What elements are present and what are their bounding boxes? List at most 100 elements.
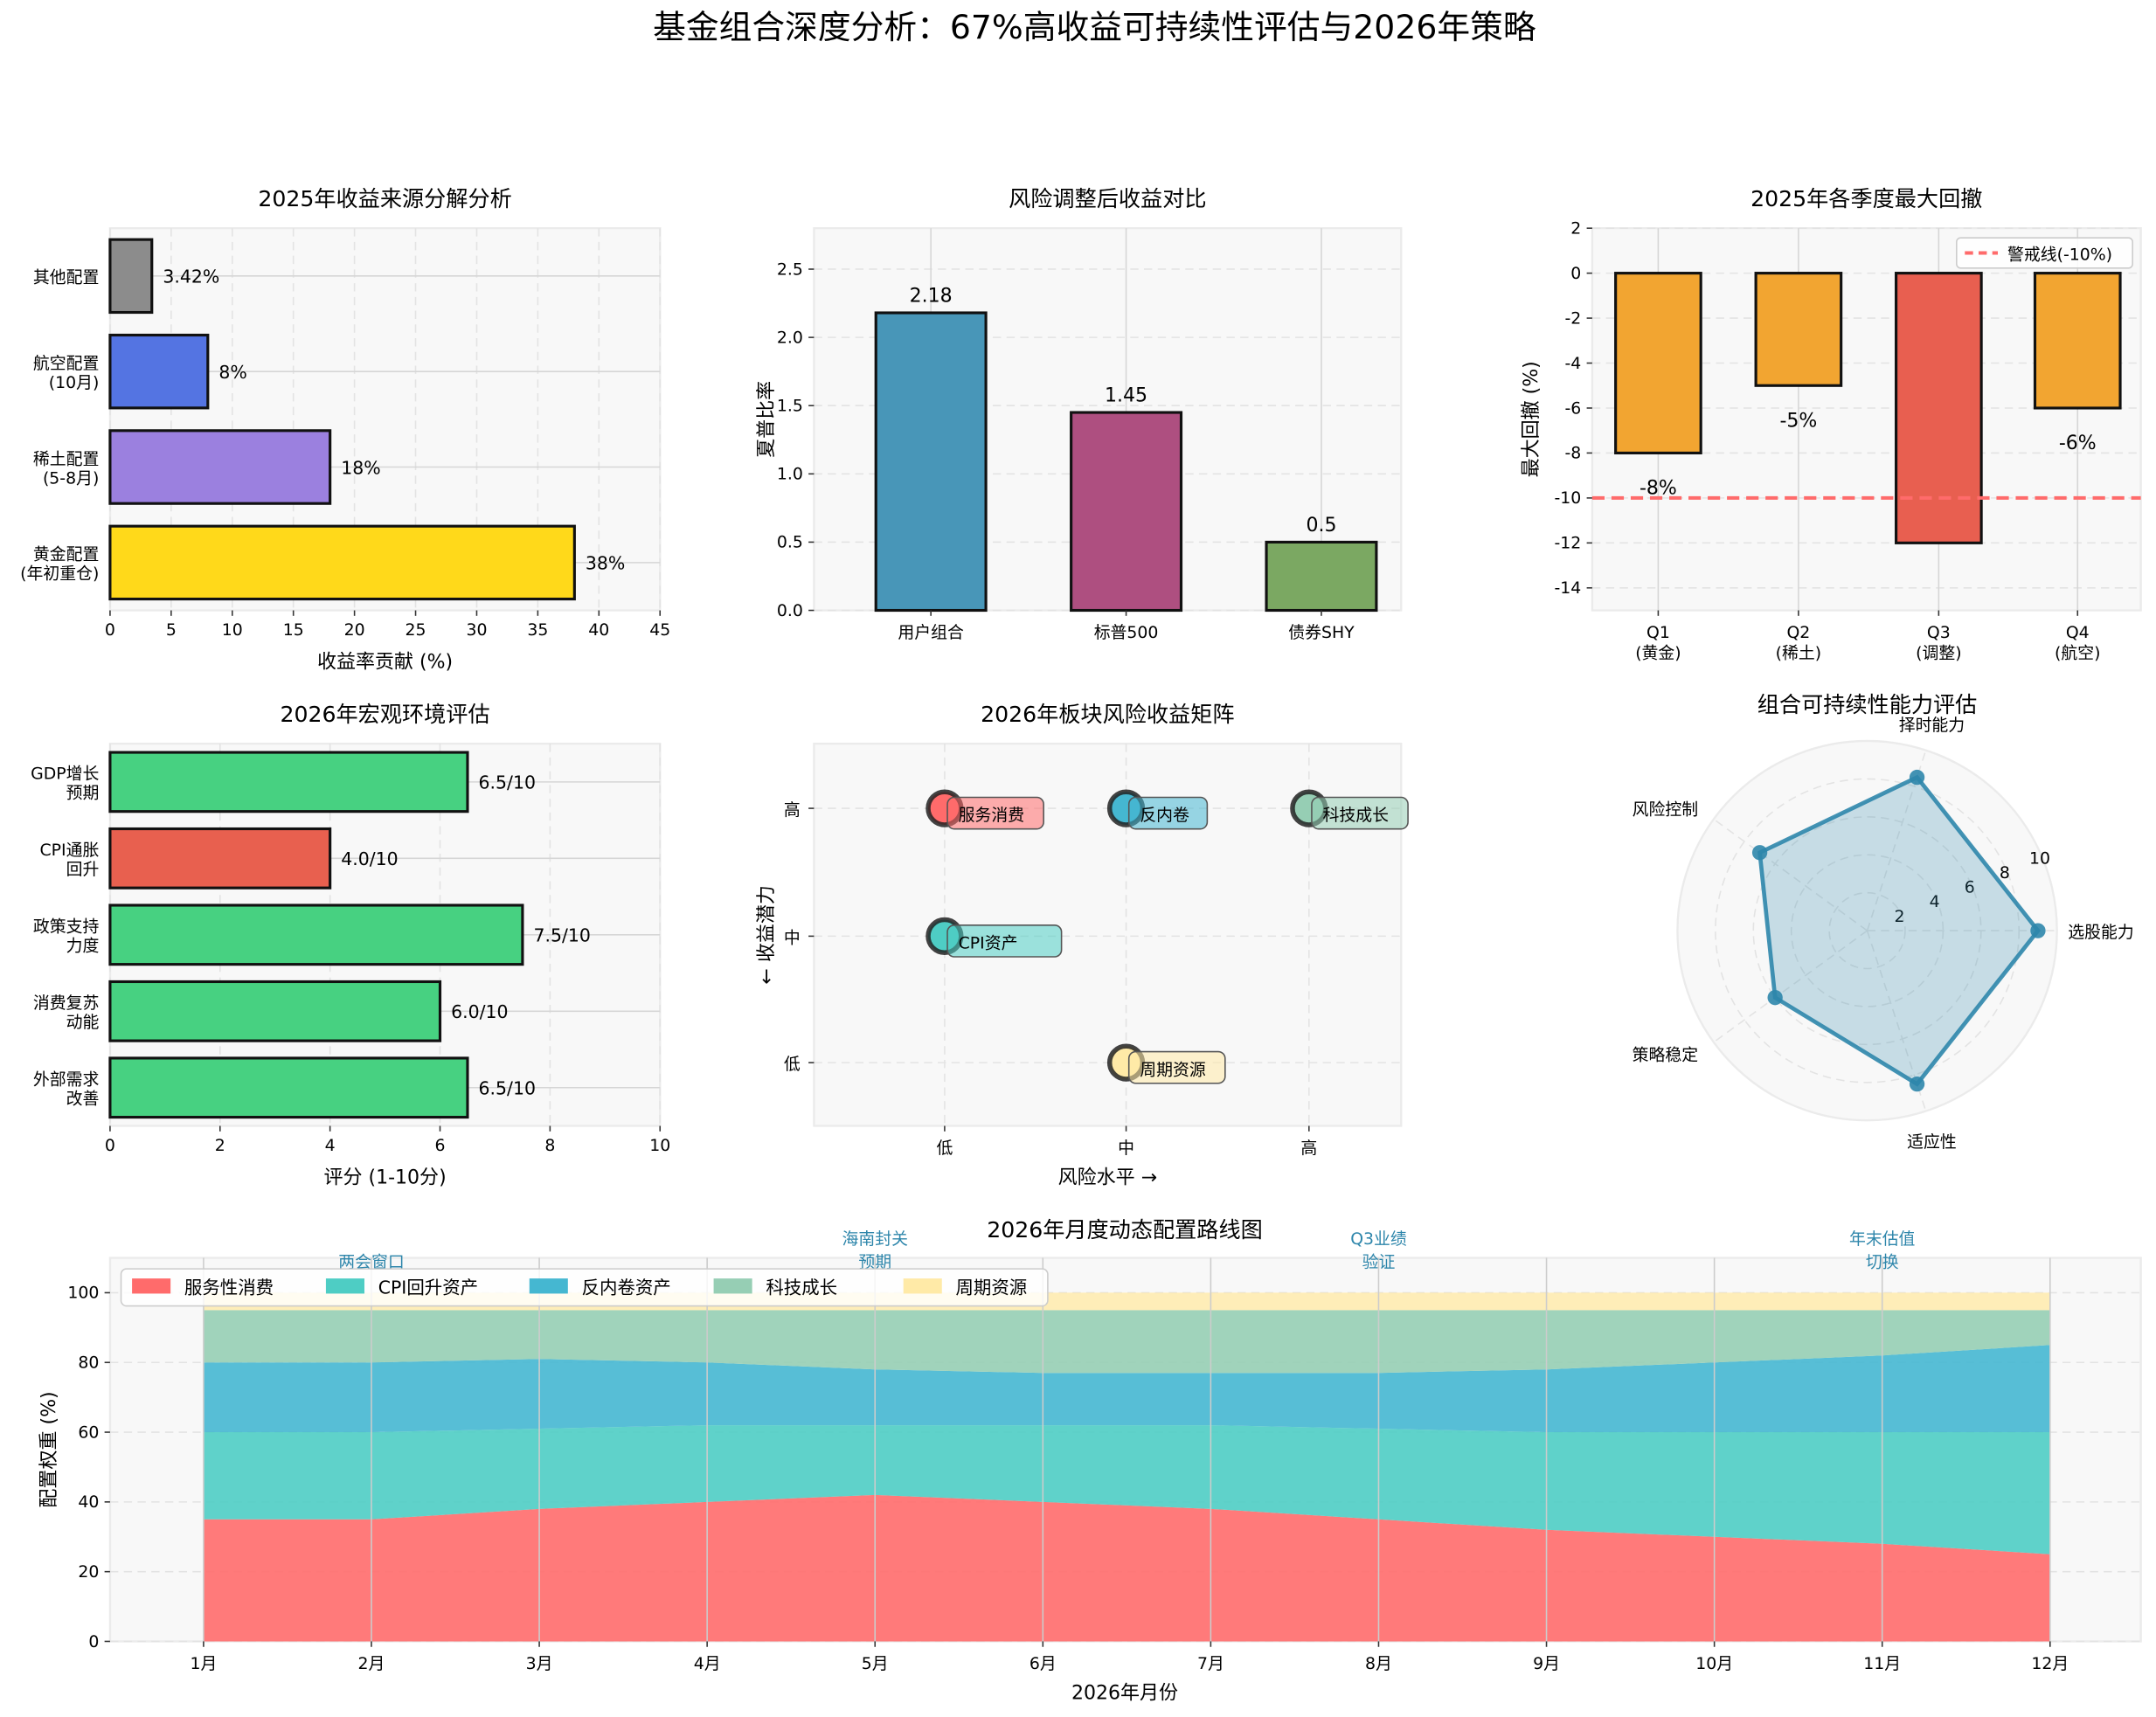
legend-label: 服务性消费 xyxy=(184,1277,274,1298)
bar xyxy=(108,751,469,813)
x-tick-label-line: Q4 xyxy=(2066,623,2090,642)
y-tick-label-line: 黄金配置 xyxy=(33,545,99,564)
annotation: 年末估值切换 xyxy=(1849,1229,1916,1272)
radar-point xyxy=(1909,1076,1925,1092)
x-tick-label: 4月 xyxy=(694,1654,721,1673)
legend-label: 警戒线(-10%) xyxy=(2007,245,2112,264)
x-tick-label-line: Q1 xyxy=(1646,623,1670,642)
bar-value-label: 6.0/10 xyxy=(451,1001,508,1022)
axis-label: 选股能力 xyxy=(2068,923,2133,942)
bar xyxy=(108,238,154,315)
area-series xyxy=(203,1425,2050,1554)
x-axis-label: 收益率贡献 (%) xyxy=(317,652,453,674)
chart-title: 2025年收益来源分解分析 xyxy=(258,186,511,211)
y-tick-label: GDP增长预期 xyxy=(31,765,99,803)
x-tick-label: 8月 xyxy=(1365,1654,1392,1673)
bar xyxy=(1265,540,1378,613)
bar-value-label: 18% xyxy=(341,457,380,478)
bar xyxy=(874,311,988,613)
x-tick-label: 高 xyxy=(1300,1139,1317,1158)
point-label: 反内卷 xyxy=(1140,806,1189,825)
y-tick-label-line: CPI通胀 xyxy=(40,841,100,860)
x-tick-label: 0 xyxy=(105,1136,115,1155)
r-tick-label: 2 xyxy=(1895,907,1905,926)
y-tick-label: 80 xyxy=(78,1354,99,1373)
x-tick-label: 9月 xyxy=(1533,1654,1560,1673)
x-tick-label-line: (航空) xyxy=(2055,644,2100,663)
x-tick-label-line: (调整) xyxy=(1916,644,1961,663)
point-label-box xyxy=(946,796,1044,830)
axis-label: 策略稳定 xyxy=(1633,1046,1699,1065)
y-tick-label: 低 xyxy=(784,1055,801,1074)
x-tick-label: 12月 xyxy=(2031,1654,2069,1673)
x-tick-label-line: 用户组合 xyxy=(898,623,964,642)
x-tick-label: 0 xyxy=(105,620,115,640)
y-tick-label-line: GDP增长 xyxy=(31,765,99,784)
bar xyxy=(1754,272,1843,387)
y-tick-label: 40 xyxy=(78,1492,99,1512)
point-label: 周期资源 xyxy=(1140,1060,1206,1079)
x-tick-label: 低 xyxy=(936,1139,953,1158)
x-axis-label: 2026年月份 xyxy=(1071,1683,1178,1705)
annotation-line: 预期 xyxy=(858,1253,891,1272)
x-tick-label: 4 xyxy=(325,1136,336,1155)
bar xyxy=(108,1056,469,1119)
y-tick-label: -14 xyxy=(1555,578,1582,598)
x-tick-label-line: Q2 xyxy=(1786,623,1810,642)
point-label-box xyxy=(946,924,1063,958)
bar xyxy=(108,524,576,601)
legend: 服务性消费 CPI回升资产 反内卷资产 科技成长 周期资源 xyxy=(120,1268,1049,1307)
r-tick-label: 8 xyxy=(2000,863,2010,883)
chart-title: 组合可持续性能力评估 xyxy=(1757,692,1978,717)
point-label-box xyxy=(1311,796,1409,830)
r-tick-label: 6 xyxy=(1965,878,1975,897)
x-tick-label: 30 xyxy=(466,620,487,640)
chart-title: 2026年板块风险收益矩阵 xyxy=(981,702,1234,727)
x-tick-label: 10 xyxy=(222,620,243,640)
x-tick-label: 标普500 xyxy=(1094,623,1159,642)
bar xyxy=(108,429,332,505)
annotation-line: 海南封关 xyxy=(842,1229,909,1249)
y-axis-label: 配置权重 (%) xyxy=(38,1391,60,1507)
legend-label: 科技成长 xyxy=(766,1277,837,1298)
bar xyxy=(2033,272,2122,410)
x-tick-label: 10月 xyxy=(1695,1654,1733,1673)
y-tick-label: 稀土配置(5-8月) xyxy=(33,449,99,488)
y-tick-label: 0 xyxy=(88,1632,99,1651)
x-tick-label: Q1 (黄金) xyxy=(1635,623,1681,663)
annotation-line: 年末估值 xyxy=(1849,1229,1916,1249)
bar-value-label: 2.18 xyxy=(910,285,953,307)
y-tick-label: 2 xyxy=(1570,218,1581,238)
y-tick-label: -12 xyxy=(1555,534,1582,553)
y-tick-label: 政策支持力度 xyxy=(33,917,100,956)
point-label-box xyxy=(1127,796,1209,830)
y-tick-label: 1.0 xyxy=(777,465,803,484)
annotation: Q3业绩验证 xyxy=(1350,1229,1407,1272)
annotation: 两会窗口 xyxy=(338,1253,404,1272)
y-axis-label: 夏普比率 xyxy=(756,381,778,458)
figure-title: 基金组合深度分析：67%高收益可持续性评估与2026年策略 xyxy=(653,8,1536,46)
annotation-line: 验证 xyxy=(1362,1253,1396,1272)
x-tick-label: 3月 xyxy=(526,1654,553,1673)
radar-point xyxy=(1751,845,1768,861)
x-tick-label-line: 债券SHY xyxy=(1288,623,1355,642)
chart-title: 风险调整后收益对比 xyxy=(1009,186,1206,211)
sources-chart: 0 5 10 15 20 25 30 35 40 45 38% 黄金配置(年初重仓) 18% 稀土配置(5… xyxy=(20,186,670,674)
x-tick-label: 35 xyxy=(527,620,548,640)
legend: 警戒线(-10%) xyxy=(1956,237,2133,269)
y-tick-label: 0.0 xyxy=(777,601,803,620)
bar xyxy=(1895,272,1983,544)
legend-label: 反内卷资产 xyxy=(582,1277,671,1298)
y-tick-label: 黄金配置(年初重仓) xyxy=(20,545,99,584)
x-tick-label: 债券SHY xyxy=(1288,623,1355,642)
bar-value-label: 4.0/10 xyxy=(341,848,398,869)
y-tick-label: 100 xyxy=(67,1284,99,1303)
area-series xyxy=(203,1494,2050,1642)
legend-label: CPI回升资产 xyxy=(378,1277,478,1298)
bar-value-label: 1.45 xyxy=(1105,384,1147,406)
annotation-line: Q3业绩 xyxy=(1350,1229,1407,1249)
y-tick-label: 高 xyxy=(784,800,801,820)
bar xyxy=(1070,411,1183,613)
annotation: 海南封关预期 xyxy=(842,1229,909,1272)
